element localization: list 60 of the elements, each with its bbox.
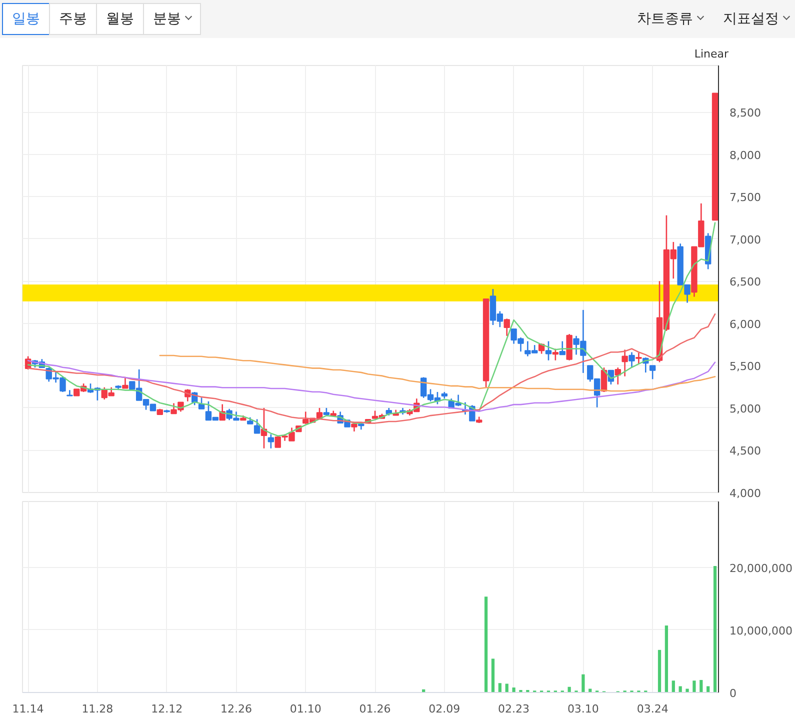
x-tick-label: 02.23 (498, 702, 530, 716)
bar (505, 684, 508, 692)
x-tick-label: 01.10 (290, 702, 322, 716)
y-tick-label: 6,000 (730, 318, 761, 331)
bar (491, 658, 495, 692)
bar (692, 680, 696, 692)
bar (512, 687, 516, 692)
x-tick-label: 03.10 (567, 702, 599, 716)
bar (700, 680, 703, 692)
candlestick (198, 396, 205, 410)
candlestick (649, 365, 656, 380)
x-tick-label: 12.12 (151, 702, 183, 716)
y-tick-label: 4,000 (730, 487, 761, 500)
x-tick-label: 02.09 (428, 702, 460, 716)
text: 월봉 (96, 3, 144, 35)
candlestick (636, 352, 642, 364)
bar (713, 566, 717, 692)
bar (568, 686, 571, 692)
candlestick (545, 340, 552, 361)
y-tick-label: 5,000 (730, 402, 761, 416)
candlestick (552, 348, 559, 361)
y-tick-label: 0 (730, 687, 736, 700)
x-tick-label: 11.28 (82, 702, 114, 716)
y-tick-label: 8,500 (730, 106, 761, 120)
bar (498, 683, 502, 692)
text: Linear (694, 48, 729, 60)
candlestick (122, 376, 128, 389)
y-tick-label: 10,000,000 (730, 624, 792, 638)
x-tick-label: 11.14 (12, 702, 44, 716)
y-tick-label: 20,000,000 (730, 562, 792, 575)
candlestick (268, 434, 274, 450)
candlestick (622, 349, 628, 377)
y-tick-label: 4,500 (730, 444, 761, 458)
bar (582, 674, 585, 692)
text: 주봉 (49, 3, 97, 35)
y-tick-label: 8,000 (730, 148, 761, 162)
bar (484, 596, 488, 692)
y-tick-label: 7,000 (730, 233, 761, 246)
bar (706, 686, 710, 692)
y-tick-label: 6,500 (730, 276, 761, 289)
candlestick (628, 352, 635, 368)
x-tick-label: 12.26 (220, 702, 252, 716)
x-tick-label: 01.26 (359, 702, 391, 716)
y-tick-label: 5,500 (730, 360, 761, 374)
bar (678, 686, 682, 692)
y-tick-label: 7,500 (730, 191, 761, 204)
bar (672, 680, 675, 692)
x-tick-label: 03.24 (636, 702, 668, 716)
candlestick (254, 418, 260, 434)
bar (519, 690, 522, 692)
candlestick (559, 340, 566, 356)
text: 일봉 (2, 3, 50, 35)
text: 분봉 (143, 3, 201, 35)
bar (686, 688, 689, 692)
candlestick (504, 318, 510, 337)
text: 지표설정 (723, 11, 780, 27)
bar (658, 650, 662, 692)
text: 차트종류 (637, 11, 694, 27)
candlestick (66, 389, 73, 396)
bar (664, 625, 668, 692)
